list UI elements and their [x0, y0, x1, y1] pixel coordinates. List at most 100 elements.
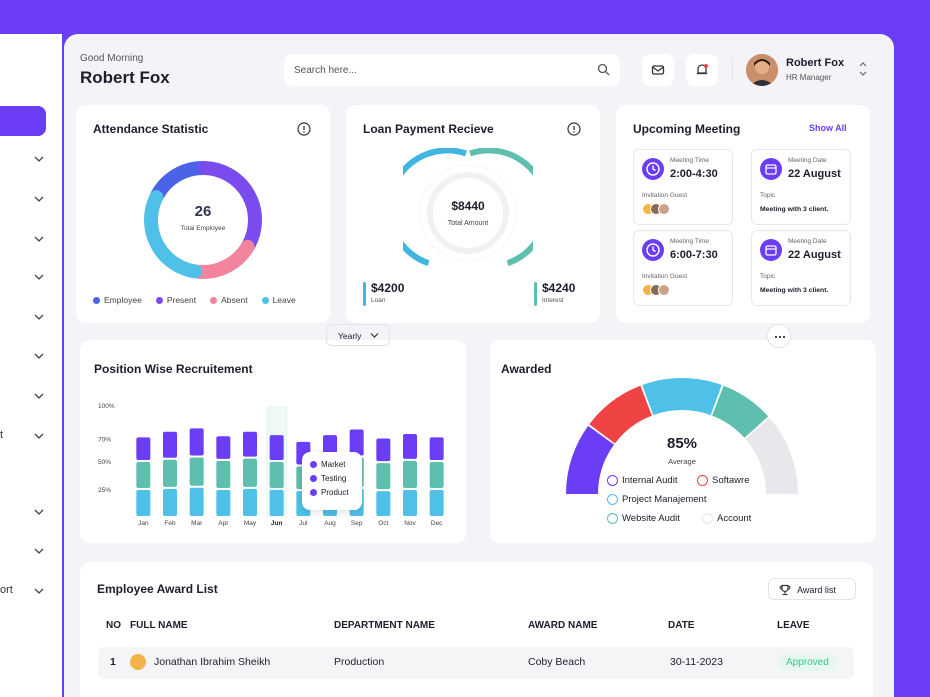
gauge-segment-4 — [745, 417, 798, 494]
col-department[interactable]: DEPARTMENT NAME — [334, 620, 435, 631]
search-input[interactable] — [294, 61, 574, 79]
meeting-value: 22 August — [788, 249, 841, 261]
legend-software: Softawre — [697, 475, 750, 486]
bar-market-oct[interactable] — [376, 438, 391, 462]
meeting-item[interactable]: Meeting Date 22 August Topic Meeting with 3… — [751, 230, 851, 306]
sidebar-item[interactable] — [0, 190, 50, 210]
bar-market-feb[interactable] — [163, 431, 177, 458]
loan-total-value: $8440 — [451, 199, 485, 213]
y-tick-label: 50% — [98, 459, 111, 466]
meeting-item[interactable]: Meeting Time 2:00-4:30 Invitation Guest — [633, 149, 733, 225]
bar-market-apr[interactable] — [216, 436, 231, 459]
gauge-segment-1 — [589, 385, 652, 444]
bar-testing-mar[interactable] — [189, 457, 204, 486]
y-tick-label: 25% — [98, 487, 111, 494]
legend-dot — [93, 296, 100, 304]
period-value: Yearly — [338, 331, 362, 341]
sidebar-item-active[interactable] — [0, 106, 46, 136]
recruitment-card: Position Wise Recruitement 100% 70% 50% 25%… — [80, 340, 466, 543]
bar-market-dec[interactable] — [429, 437, 444, 460]
bar-product-oct[interactable] — [376, 491, 391, 516]
sidebar-item[interactable] — [0, 150, 50, 170]
sidebar-item[interactable]: t — [0, 427, 50, 447]
y-tick-label: 100% — [98, 403, 115, 410]
bar-testing-apr[interactable] — [216, 460, 231, 488]
bar-market-may[interactable] — [243, 431, 257, 457]
period-select[interactable]: Yearly — [326, 324, 390, 346]
attendance-donut: 26 Total Employee — [144, 161, 262, 279]
chevron-updown-icon[interactable] — [858, 60, 868, 78]
notification-button[interactable] — [686, 54, 718, 86]
attendance-card: Attendance Statistic 26 Total Employee E… — [76, 105, 330, 323]
awarded-value-label: Average — [668, 457, 696, 466]
bar-product-jan[interactable] — [136, 490, 151, 516]
more-icon — [774, 335, 786, 339]
calendar-icon — [760, 158, 782, 180]
info-icon[interactable] — [297, 122, 311, 136]
sidebar-item[interactable]: ort — [0, 582, 50, 602]
bar-testing-nov[interactable] — [403, 460, 417, 488]
more-options-button[interactable] — [767, 324, 791, 348]
meeting-card: Upcoming Meeting Show All Meeting Time 2:… — [616, 105, 870, 323]
search-box[interactable] — [284, 54, 620, 86]
greeting: Good Morning — [80, 53, 144, 64]
bar-market-nov[interactable] — [403, 434, 417, 459]
bar-testing-jan[interactable] — [136, 462, 151, 488]
col-no[interactable]: NO — [106, 620, 121, 631]
x-tick-label: Jan — [138, 520, 149, 527]
sidebar-item[interactable] — [0, 387, 50, 407]
bar-testing-dec[interactable] — [429, 462, 444, 488]
bar-product-feb[interactable] — [163, 488, 177, 516]
status-badge: Approved — [778, 654, 837, 671]
bar-testing-may[interactable] — [243, 458, 257, 487]
bar-market-jan[interactable] — [136, 437, 151, 460]
bar-product-jun[interactable] — [269, 490, 284, 516]
bar-market-sep[interactable] — [349, 429, 364, 456]
table-row[interactable]: 1 Jonathan Ibrahim Sheikh Production Cob… — [98, 647, 854, 679]
bar-testing-feb[interactable] — [163, 459, 177, 487]
bar-market-jun[interactable] — [269, 435, 284, 460]
bar-product-nov[interactable] — [403, 490, 417, 516]
interest-marker — [534, 282, 537, 306]
sidebar-item[interactable] — [0, 542, 50, 562]
show-all-link[interactable]: Show All — [809, 123, 847, 133]
sidebar-item[interactable] — [0, 503, 50, 523]
award-list-button[interactable]: Award list — [768, 578, 856, 600]
sidebar-item[interactable] — [0, 347, 50, 367]
awarded-title: Awarded — [501, 362, 552, 376]
col-full-name[interactable]: FULL NAME — [130, 620, 188, 631]
row-avatar — [130, 654, 146, 670]
bar-market-mar[interactable] — [189, 428, 204, 456]
search-icon[interactable] — [597, 63, 610, 76]
chevron-down-icon — [34, 588, 44, 594]
donut-segment-absent — [190, 239, 255, 279]
meeting-title: Upcoming Meeting — [633, 122, 741, 136]
attendance-total-value: 26 — [195, 203, 212, 220]
col-leave[interactable]: LEAVE — [777, 620, 810, 631]
bar-product-mar[interactable] — [189, 487, 204, 516]
loan-amount: $4200 — [371, 281, 405, 295]
recruitment-bar-chart: 100% 70% 50% 25% Jan Feb Mar Apr May Jun Jul Aug Sep… — [98, 403, 444, 527]
meeting-item[interactable]: Meeting Date 22 August Topic Meeting with 3… — [751, 149, 851, 225]
sidebar-item[interactable] — [0, 268, 50, 288]
sidebar-item[interactable] — [0, 308, 50, 328]
legend-website-audit: Website Audit — [607, 513, 680, 524]
row-name: Jonathan Ibrahim Sheikh — [154, 656, 271, 668]
loan-card: Loan Payment Recieve $8440 Total Amount … — [346, 105, 600, 323]
mail-button[interactable] — [642, 54, 674, 86]
bar-product-dec[interactable] — [429, 490, 444, 516]
col-award-name[interactable]: AWARD NAME — [528, 620, 598, 631]
bar-testing-oct[interactable] — [376, 463, 391, 490]
col-date[interactable]: DATE — [668, 620, 695, 631]
bar-product-apr[interactable] — [216, 490, 231, 516]
legend-leave: Leave — [261, 295, 296, 305]
donut-segment-leave — [144, 190, 202, 279]
info-icon[interactable] — [567, 122, 581, 136]
bar-testing-jun[interactable] — [269, 462, 284, 488]
meeting-value: 6:00-7:30 — [670, 249, 718, 261]
legend-dot — [261, 296, 269, 304]
avatar[interactable] — [746, 54, 778, 86]
bar-product-may[interactable] — [243, 488, 257, 516]
meeting-item[interactable]: Meeting Time 6:00-7:30 Invitation Guest — [633, 230, 733, 306]
sidebar-item[interactable] — [0, 230, 50, 250]
